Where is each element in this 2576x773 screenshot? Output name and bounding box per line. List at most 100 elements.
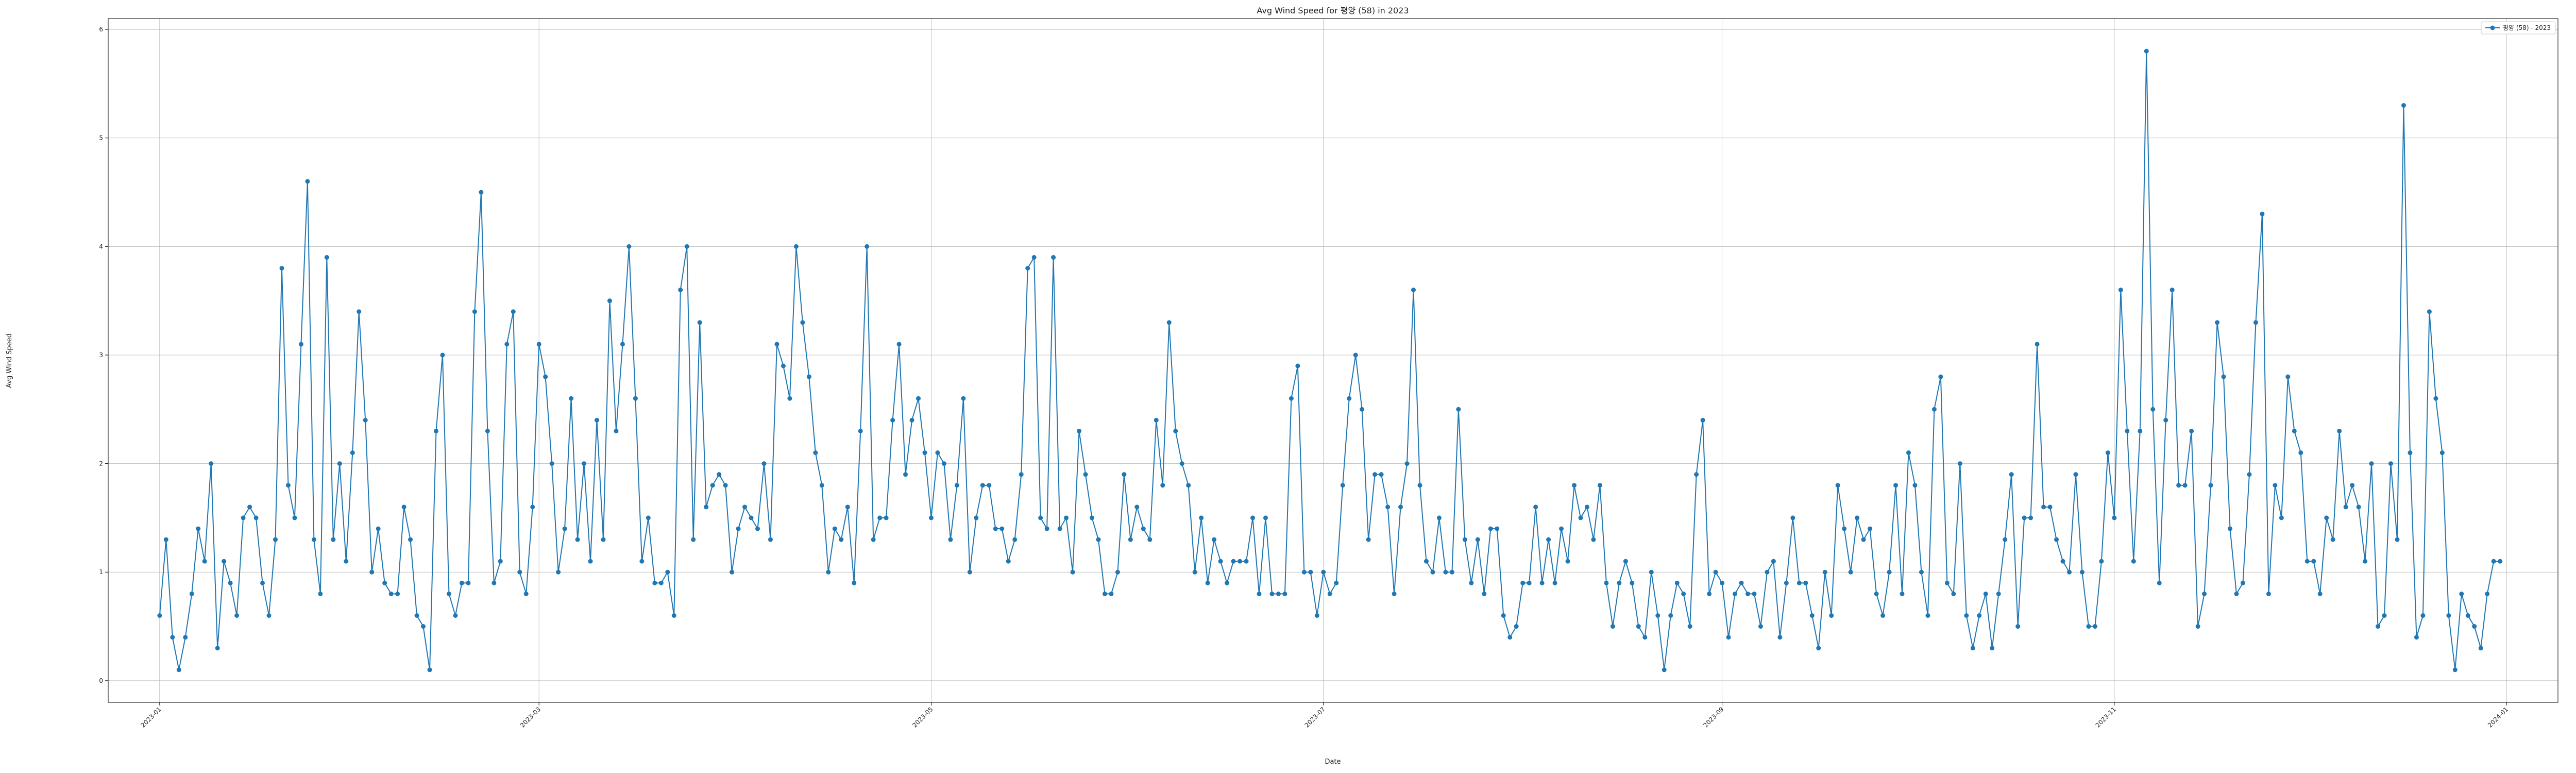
- data-point: [2208, 483, 2213, 488]
- data-point: [781, 363, 786, 368]
- data-point: [852, 580, 857, 585]
- data-point: [1051, 255, 1056, 260]
- data-point: [1822, 569, 1827, 575]
- data-point: [1552, 580, 1557, 585]
- data-point: [607, 298, 612, 304]
- data-point: [749, 515, 754, 520]
- y-axis-label: Avg Wind Speed: [6, 333, 13, 388]
- data-point: [1777, 635, 1783, 640]
- data-point: [523, 591, 529, 596]
- data-point: [1488, 526, 1493, 531]
- data-point: [1977, 613, 1982, 618]
- data-point: [1565, 559, 1570, 564]
- data-point: [865, 244, 870, 249]
- data-point: [813, 450, 818, 456]
- data-point: [1655, 613, 1660, 618]
- data-point: [2452, 667, 2458, 673]
- data-point: [337, 461, 342, 466]
- data-point: [1225, 580, 1230, 585]
- data-point: [511, 309, 516, 314]
- data-point: [1109, 591, 1114, 596]
- data-point: [1340, 483, 1345, 488]
- data-point: [639, 559, 645, 564]
- data-point: [1334, 580, 1339, 585]
- data-point: [485, 428, 490, 433]
- y-tick-label: 1: [99, 568, 103, 576]
- data-point: [1809, 613, 1815, 618]
- data-point: [260, 580, 265, 585]
- data-point: [1199, 515, 1204, 520]
- data-point: [318, 591, 323, 596]
- data-point: [575, 537, 580, 542]
- data-point: [1900, 591, 1905, 596]
- data-point: [1173, 428, 1178, 433]
- data-point: [176, 667, 181, 673]
- data-point: [298, 342, 303, 347]
- data-point: [2317, 591, 2323, 596]
- data-point: [2266, 591, 2271, 596]
- data-point: [1726, 635, 1731, 640]
- data-point: [1096, 537, 1101, 542]
- data-point: [2330, 537, 2335, 542]
- data-point: [1893, 483, 1899, 488]
- data-point: [2363, 559, 2368, 564]
- legend-marker-swatch: [2490, 25, 2495, 30]
- data-point: [903, 472, 908, 477]
- data-point: [1610, 624, 1615, 629]
- data-point: [2433, 396, 2438, 401]
- data-point: [961, 396, 966, 401]
- data-point: [2131, 559, 2136, 564]
- y-axis: 0 1 2 3 4 5 6: [99, 26, 108, 684]
- data-point: [1507, 635, 1513, 640]
- data-point: [209, 461, 214, 466]
- data-point: [266, 613, 272, 618]
- data-point: [871, 537, 876, 542]
- data-point: [2015, 624, 2021, 629]
- data-point: [1829, 613, 1834, 618]
- data-point: [311, 537, 316, 542]
- data-point: [556, 569, 561, 575]
- data-point: [1687, 624, 1692, 629]
- data-point: [2092, 624, 2097, 629]
- data-point: [215, 646, 220, 651]
- data-point: [2138, 428, 2143, 433]
- data-point: [2150, 407, 2156, 412]
- data-point: [1398, 505, 1403, 510]
- data-point: [446, 591, 451, 596]
- data-point: [2112, 515, 2117, 520]
- data-point: [2060, 559, 2065, 564]
- data-point: [1842, 526, 1847, 531]
- data-point: [183, 635, 188, 640]
- data-point: [1064, 515, 1069, 520]
- data-point: [626, 244, 632, 249]
- data-point: [928, 515, 934, 520]
- data-point: [896, 342, 902, 347]
- data-point: [388, 591, 394, 596]
- data-point: [1533, 505, 1538, 510]
- data-point: [2215, 320, 2220, 325]
- data-point: [1263, 515, 1268, 520]
- data-point: [1784, 580, 1789, 585]
- data-point: [1423, 559, 1429, 564]
- y-tick-label: 0: [99, 677, 103, 684]
- data-point: [504, 342, 510, 347]
- data-point: [1038, 515, 1043, 520]
- data-point: [1366, 537, 1371, 542]
- data-point: [2343, 505, 2348, 510]
- data-point: [459, 580, 464, 585]
- data-point: [273, 537, 278, 542]
- y-tick-label: 4: [99, 243, 103, 250]
- data-point: [2324, 515, 2329, 520]
- data-point: [2356, 505, 2361, 510]
- data-point: [1192, 569, 1197, 575]
- data-point: [414, 613, 419, 618]
- data-point: [2073, 472, 2078, 477]
- data-point: [595, 417, 599, 423]
- data-point: [1404, 461, 1410, 466]
- data-point: [582, 461, 587, 466]
- data-point: [247, 505, 252, 510]
- legend-entry: 평양 (58) - 2023: [2503, 24, 2551, 31]
- data-point: [620, 342, 625, 347]
- data-point: [498, 559, 503, 564]
- data-point: [2491, 559, 2496, 564]
